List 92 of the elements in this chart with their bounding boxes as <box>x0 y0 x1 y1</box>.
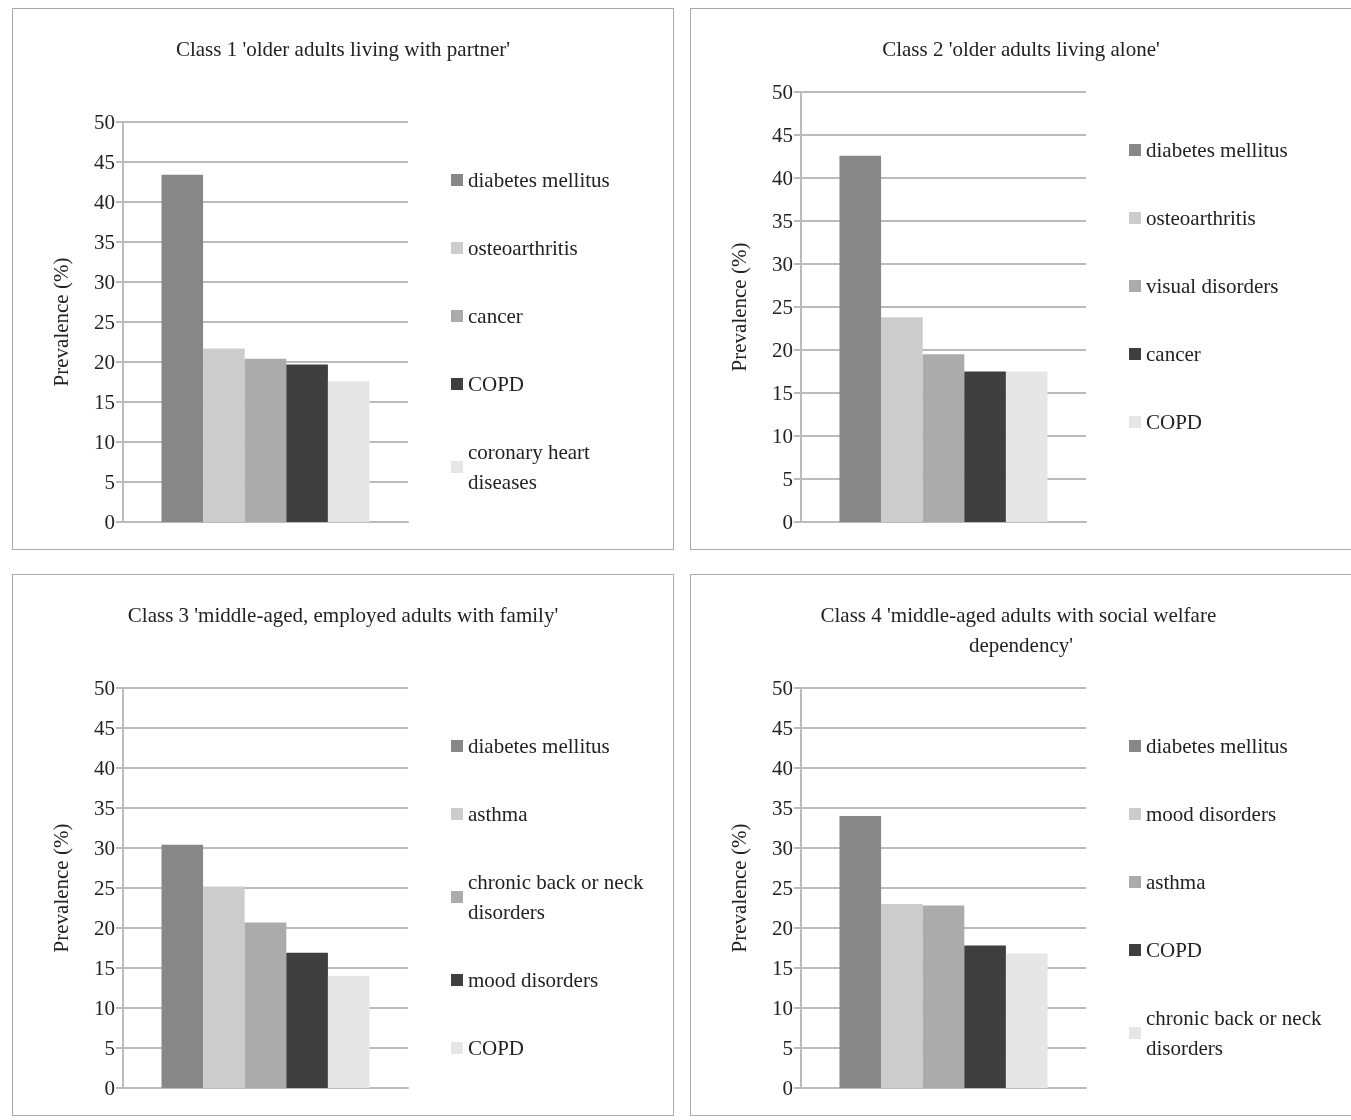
legend-label: visual disorders <box>1146 274 1279 298</box>
legend-label: asthma <box>468 802 529 826</box>
y-tick-label: 40 <box>94 756 115 780</box>
y-tick-label: 45 <box>772 716 793 740</box>
y-tick-label: 5 <box>104 470 115 494</box>
legend-label: mood disorders <box>1146 802 1277 826</box>
y-tick-label: 5 <box>782 1036 793 1060</box>
chart-title: Class 3 'middle-aged, employed adults with family' <box>127 603 559 627</box>
y-tick-label: 40 <box>772 756 793 780</box>
y-axis-title: Prevalence (%) <box>726 242 751 372</box>
y-tick-label: 45 <box>94 716 115 740</box>
y-tick-label: 0 <box>104 510 115 534</box>
y-tick-label: 20 <box>772 916 793 940</box>
legend-label: mood disorders <box>468 968 599 992</box>
y-tick-label: 35 <box>772 209 793 233</box>
y-tick-label: 30 <box>94 270 115 294</box>
y-tick-label: 25 <box>94 310 115 334</box>
legend-label: COPD <box>1146 410 1203 434</box>
y-tick-label: 20 <box>772 338 793 362</box>
legend-label: diabetes mellitus <box>1146 138 1288 162</box>
bar <box>1005 371 1048 522</box>
legend-label: diabetes mellitus <box>468 168 610 192</box>
y-tick-label: 5 <box>782 467 793 491</box>
y-tick-label: 0 <box>782 510 793 534</box>
legend-label: asthma <box>1146 870 1207 894</box>
bar <box>161 174 204 522</box>
y-tick-label: 15 <box>772 381 793 405</box>
y-tick-label: 30 <box>772 252 793 276</box>
y-tick-label: 25 <box>772 295 793 319</box>
y-tick-label: 35 <box>94 796 115 820</box>
bar <box>881 317 923 522</box>
bar <box>327 381 370 522</box>
legend-label: COPD <box>468 1036 525 1060</box>
y-tick-label: 25 <box>94 876 115 900</box>
legend-label: osteoarthritis <box>1146 206 1256 230</box>
bar <box>839 155 882 522</box>
y-tick-label: 10 <box>94 430 115 454</box>
legend-label: diabetes mellitus <box>1146 734 1288 758</box>
y-tick-label: 5 <box>104 1036 115 1060</box>
y-axis-title: Prevalence (%) <box>48 823 73 953</box>
y-axis-title: Prevalence (%) <box>726 823 751 953</box>
bar <box>922 905 965 1088</box>
bar <box>161 844 204 1088</box>
legend-label: diabetes mellitus <box>468 734 610 758</box>
y-tick-label: 50 <box>772 80 793 104</box>
legend-label: osteoarthritis <box>468 236 578 260</box>
y-tick-label: 45 <box>94 150 115 174</box>
chart-title: Class 4 'middle-aged adults with social welfare dependency' <box>820 603 1222 657</box>
y-tick-label: 45 <box>772 123 793 147</box>
y-tick-label: 20 <box>94 350 115 374</box>
bar <box>881 904 923 1088</box>
y-tick-label: 50 <box>772 676 793 700</box>
y-tick-label: 15 <box>94 956 115 980</box>
y-tick-label: 10 <box>772 996 793 1020</box>
bar <box>203 886 245 1088</box>
y-axis-title: Prevalence (%) <box>48 257 73 387</box>
y-tick-label: 0 <box>104 1076 115 1100</box>
bar <box>244 922 287 1088</box>
legend-label: COPD <box>468 372 525 396</box>
chart-title: Class 2 'older adults living alone' <box>882 37 1160 61</box>
y-tick-label: 30 <box>94 836 115 860</box>
y-tick-label: 20 <box>94 916 115 940</box>
legend-label: coronary heart diseases <box>468 440 596 494</box>
bar <box>203 348 245 522</box>
legend-label: chronic back or neck disorders <box>1146 1006 1327 1060</box>
bar <box>839 816 882 1088</box>
bar <box>964 945 1006 1088</box>
y-tick-label: 50 <box>94 110 115 134</box>
y-tick-label: 15 <box>94 390 115 414</box>
bar <box>964 371 1006 522</box>
y-tick-label: 40 <box>772 166 793 190</box>
y-tick-label: 15 <box>772 956 793 980</box>
legend-label: cancer <box>468 304 523 328</box>
y-tick-label: 25 <box>772 876 793 900</box>
y-tick-label: 40 <box>94 190 115 214</box>
y-tick-label: 35 <box>772 796 793 820</box>
bar <box>286 364 328 522</box>
bar <box>1005 953 1048 1088</box>
y-tick-label: 10 <box>94 996 115 1020</box>
bar <box>244 358 287 522</box>
legend-label: cancer <box>1146 342 1201 366</box>
y-tick-label: 30 <box>772 836 793 860</box>
y-tick-label: 10 <box>772 424 793 448</box>
y-tick-label: 35 <box>94 230 115 254</box>
legend-label: COPD <box>1146 938 1203 962</box>
y-tick-label: 50 <box>94 676 115 700</box>
bar <box>286 952 328 1088</box>
chart-title: Class 1 'older adults living with partner' <box>175 37 511 61</box>
bar <box>922 354 965 522</box>
y-tick-label: 0 <box>782 1076 793 1100</box>
legend-label: chronic back or neck disorders <box>468 870 649 924</box>
bar <box>327 976 370 1088</box>
